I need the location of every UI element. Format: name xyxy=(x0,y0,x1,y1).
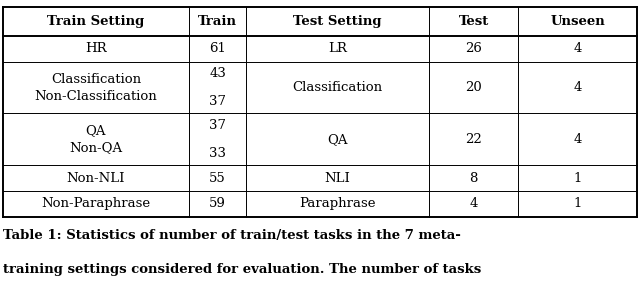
Text: 37: 37 xyxy=(209,95,226,108)
Text: 4: 4 xyxy=(573,133,582,146)
Text: 33: 33 xyxy=(209,147,226,160)
Text: 61: 61 xyxy=(209,42,226,55)
Text: LR: LR xyxy=(328,42,347,55)
Text: Train: Train xyxy=(198,15,237,28)
Text: Non-NLI: Non-NLI xyxy=(67,172,125,184)
Text: 4: 4 xyxy=(573,42,582,55)
Text: 4: 4 xyxy=(573,81,582,94)
Text: 26: 26 xyxy=(465,42,482,55)
Text: Unseen: Unseen xyxy=(550,15,605,28)
Text: training settings considered for evaluation. The number of tasks: training settings considered for evaluat… xyxy=(3,263,481,276)
Text: 22: 22 xyxy=(465,133,482,146)
Text: NLI: NLI xyxy=(324,172,351,184)
Text: Non-Paraphrase: Non-Paraphrase xyxy=(42,197,150,210)
Text: 1: 1 xyxy=(573,172,582,184)
Text: Table 1: Statistics of number of train/test tasks in the 7 meta-: Table 1: Statistics of number of train/t… xyxy=(3,229,461,242)
Text: Train Setting: Train Setting xyxy=(47,15,145,28)
Text: 59: 59 xyxy=(209,197,226,210)
Text: QA
Non-QA: QA Non-QA xyxy=(69,124,123,154)
Text: 8: 8 xyxy=(469,172,478,184)
Text: 20: 20 xyxy=(465,81,482,94)
Text: Test Setting: Test Setting xyxy=(293,15,382,28)
Text: Test: Test xyxy=(458,15,489,28)
Text: 43: 43 xyxy=(209,67,226,80)
Text: 1: 1 xyxy=(573,197,582,210)
Text: 37: 37 xyxy=(209,119,226,132)
Text: QA: QA xyxy=(327,133,348,146)
Text: 4: 4 xyxy=(469,197,478,210)
Text: Classification
Non-Classification: Classification Non-Classification xyxy=(35,73,157,103)
Text: 55: 55 xyxy=(209,172,226,184)
Text: Classification: Classification xyxy=(292,81,383,94)
Text: Paraphrase: Paraphrase xyxy=(300,197,376,210)
Text: HR: HR xyxy=(85,42,107,55)
